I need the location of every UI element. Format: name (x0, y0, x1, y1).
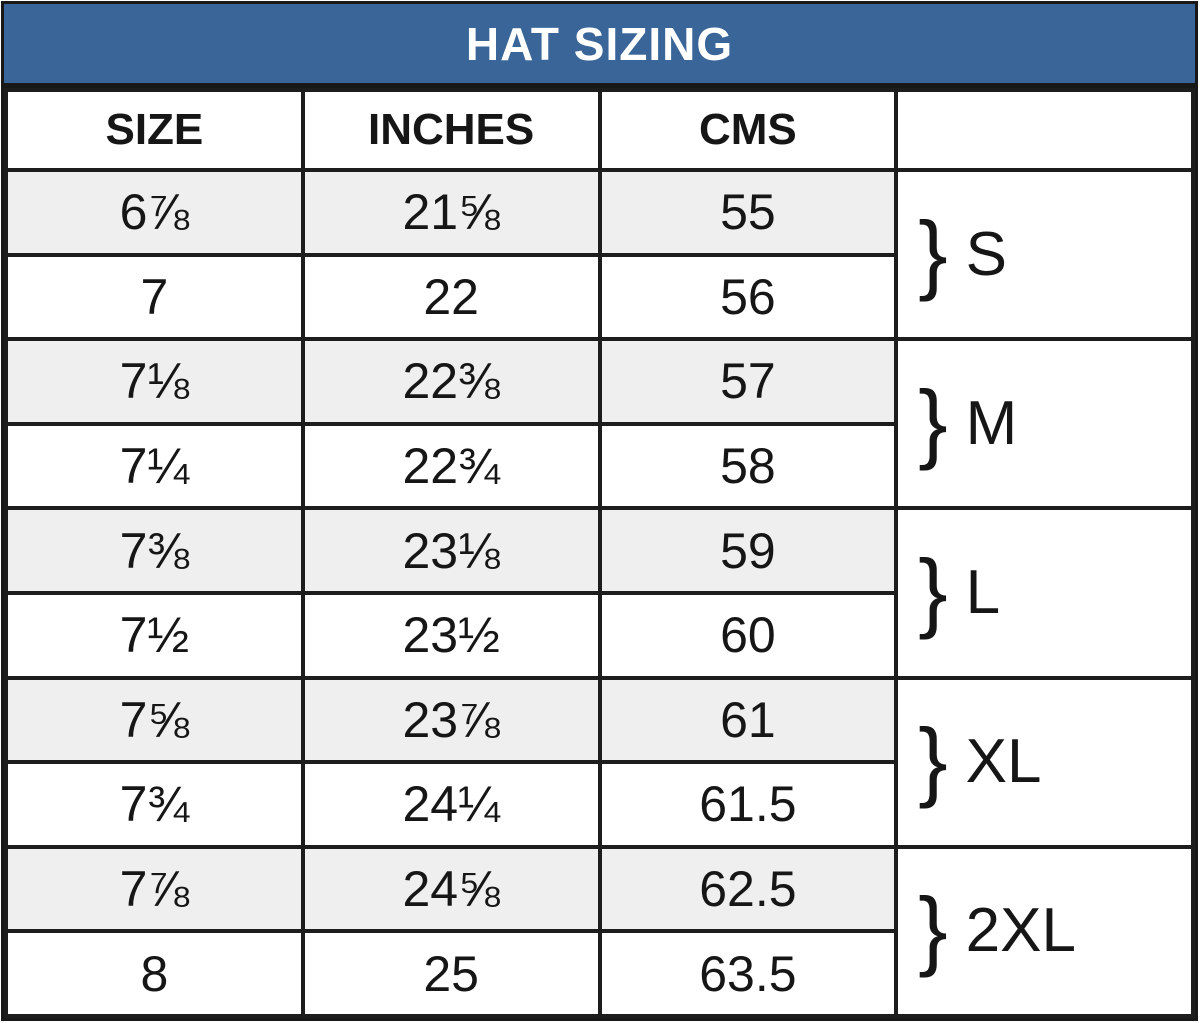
size-group-label: L (965, 557, 1001, 627)
size-group-cell-xl: } XL (894, 675, 1195, 849)
brace-icon: } (918, 879, 948, 979)
size-cell: 7 (4, 252, 305, 342)
inches-cell: 23⅛ (300, 506, 602, 595)
brace-icon: } (918, 202, 948, 302)
inches-cell: 24¼ (300, 760, 602, 849)
brace-icon: } (918, 371, 948, 471)
page-title: HAT SIZING (465, 17, 734, 70)
brace-icon: } (918, 710, 948, 810)
size-group-cell-m: } M (894, 337, 1195, 511)
inches-cell: 22⅜ (300, 337, 602, 426)
cms-cell: 62.5 (597, 844, 899, 934)
size-cell: 7¼ (4, 421, 305, 511)
cms-cell: 58 (597, 421, 899, 511)
header-row: SIZE INCHES CMS (4, 88, 1195, 172)
cms-cell: 55 (597, 168, 899, 257)
table-row: 7⅞ 24⅝ 62.5 } 2XL (4, 844, 1195, 1019)
size-cell: 7⅛ (4, 337, 305, 426)
table-row: 6⅞ 21⅝ 55 } S (4, 167, 1195, 342)
inches-cell: 23½ (300, 590, 602, 680)
table-row: 7 22 56 (4, 252, 1193, 342)
size-cell: 7⅝ (4, 675, 305, 765)
cms-cell: 61 (597, 675, 899, 765)
cms-cell: 59 (597, 506, 899, 595)
table-row: 7⅜ 23⅛ 59 } L (4, 506, 1195, 680)
table-row: 8 25 63.5 (4, 929, 1193, 1018)
table-row: 7⅛ 22⅜ 57 } M (4, 337, 1195, 511)
cms-cell: 56 (597, 252, 899, 342)
table-title-bar: HAT SIZING (4, 4, 1195, 88)
table-row: 7½ 23½ 60 (4, 590, 1193, 680)
column-header-cms: CMS (597, 88, 899, 172)
cms-cell: 60 (597, 590, 899, 680)
table-row: 7¼ 22¾ 58 (4, 421, 1193, 511)
inches-cell: 21⅝ (300, 168, 602, 257)
size-cell: 7⅞ (4, 844, 305, 934)
inches-cell: 22¾ (300, 421, 602, 511)
sizing-table: SIZE INCHES CMS 6⅞ 21⅝ 55 } S 7 2 (4, 88, 1195, 1019)
column-header-size: SIZE (4, 88, 305, 172)
size-cell: 7½ (4, 590, 305, 680)
size-cell: 7¾ (4, 760, 305, 849)
inches-cell: 23⅞ (300, 675, 602, 765)
table-row: 7⅝ 23⅞ 61 } XL (4, 675, 1195, 849)
cms-cell: 57 (597, 337, 899, 426)
brace-icon: } (918, 540, 948, 640)
cms-cell: 63.5 (597, 929, 899, 1018)
size-group-label: 2XL (965, 896, 1076, 966)
size-group-cell-s: } S (894, 167, 1195, 342)
size-cell: 6⅞ (4, 168, 305, 257)
size-group-label: XL (965, 727, 1042, 797)
column-header-group (894, 88, 1195, 172)
inches-cell: 25 (300, 929, 602, 1018)
cms-cell: 61.5 (597, 760, 899, 849)
size-cell: 7⅜ (4, 506, 305, 595)
inches-cell: 22 (300, 252, 602, 342)
size-cell: 8 (4, 929, 305, 1018)
size-group-label: S (965, 219, 1007, 289)
size-group-cell-l: } L (894, 506, 1195, 680)
size-group-label: M (965, 388, 1018, 458)
size-group-cell-2xl: } 2XL (894, 844, 1195, 1019)
column-header-inches: INCHES (300, 88, 602, 172)
inches-cell: 24⅝ (300, 844, 602, 934)
table-row: 7¾ 24¼ 61.5 (4, 760, 1193, 849)
